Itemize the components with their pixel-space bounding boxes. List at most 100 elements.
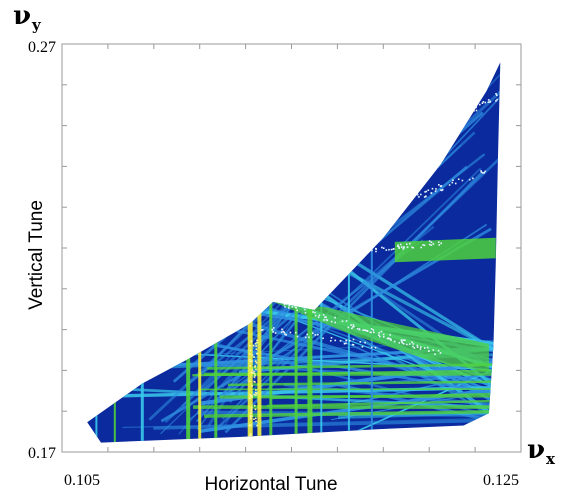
tune-point	[352, 220, 354, 222]
tune-point	[334, 321, 336, 324]
tune-point	[419, 348, 422, 350]
tune-point	[252, 372, 254, 374]
tune-point	[256, 341, 258, 344]
tune-point	[249, 397, 251, 400]
tune-point	[386, 204, 389, 207]
tune-point	[256, 339, 258, 341]
tune-point	[402, 248, 404, 250]
tune-point	[457, 178, 460, 180]
tune-point	[330, 340, 332, 342]
tune-point	[405, 243, 408, 245]
tune-point	[371, 249, 373, 252]
tune-point	[254, 404, 256, 407]
tune-point	[416, 137, 419, 140]
tune-point	[437, 241, 440, 243]
tune-point	[448, 122, 450, 124]
tune-point	[349, 339, 351, 342]
tune-point	[250, 418, 252, 420]
tune-point	[448, 184, 451, 186]
tune-point	[420, 193, 422, 196]
tune-point	[364, 341, 366, 344]
tune-point	[496, 94, 498, 97]
tune-point	[393, 201, 395, 204]
resonance-bar	[257, 62, 262, 443]
tune-point	[296, 335, 299, 338]
tune-point	[441, 188, 444, 191]
tune-point	[289, 331, 292, 334]
tune-point	[399, 144, 402, 147]
tune-point	[397, 245, 399, 247]
tune-point	[402, 339, 405, 341]
tune-point	[475, 106, 477, 109]
stability-region	[87, 62, 501, 443]
tune-point	[255, 392, 257, 394]
tune-point	[467, 109, 469, 111]
plot-frame	[61, 43, 522, 453]
tune-point	[434, 353, 436, 355]
tune-point	[382, 247, 385, 249]
tune-point	[469, 106, 471, 109]
tune-point	[487, 99, 490, 101]
tune-point	[428, 240, 431, 242]
tune-point	[439, 352, 442, 354]
tune-point	[401, 201, 403, 204]
tune-point	[250, 406, 253, 409]
tune-point	[371, 247, 373, 249]
tune-point	[487, 101, 490, 103]
resonance-bar	[247, 62, 253, 443]
tune-point	[434, 190, 437, 192]
tune-point	[468, 108, 470, 111]
tune-point	[370, 328, 373, 330]
tune-point	[417, 139, 420, 141]
tune-point	[256, 392, 258, 395]
x-axis-label: Horizontal Tune	[204, 474, 337, 495]
tune-point	[317, 316, 320, 318]
tune-point	[400, 339, 403, 342]
tune-point	[326, 319, 329, 322]
tune-point	[406, 246, 409, 248]
x-symbol-label: νx	[527, 435, 556, 468]
tune-point	[467, 113, 470, 115]
tune-point	[425, 190, 428, 193]
tune-point	[253, 370, 255, 373]
tune-point	[256, 424, 258, 427]
tune-point	[352, 326, 354, 328]
tune-point	[403, 143, 405, 146]
tune-point	[426, 131, 428, 133]
tune-point	[382, 333, 385, 336]
tune-point	[317, 333, 319, 336]
tune-point	[408, 140, 410, 142]
tune-point	[345, 320, 348, 322]
tune-point	[249, 360, 252, 363]
tune-point	[358, 216, 360, 218]
tune-point	[372, 329, 375, 331]
tune-point	[248, 424, 251, 427]
tune-point	[473, 110, 475, 112]
tune-point	[398, 247, 401, 249]
tune-point	[398, 246, 400, 248]
tune-point	[422, 134, 425, 136]
tune-point	[254, 374, 256, 377]
resonance-streak	[266, 399, 494, 408]
tune-point	[280, 331, 283, 334]
tune-point	[463, 114, 465, 117]
tune-point	[402, 343, 405, 345]
tune-point	[249, 364, 251, 367]
tune-point	[248, 380, 251, 382]
tune-point	[352, 338, 355, 341]
tune-point	[434, 130, 437, 132]
tune-point	[323, 319, 325, 321]
tune-point	[378, 332, 380, 334]
tune-point	[480, 171, 483, 173]
tune-point	[382, 336, 385, 338]
tune-point	[330, 320, 333, 323]
tune-point	[393, 203, 395, 205]
tune-point	[304, 312, 307, 314]
tune-point	[378, 334, 380, 336]
tune-point	[283, 303, 286, 306]
tune-point	[295, 331, 297, 334]
tune-point	[438, 184, 440, 186]
tune-point	[349, 225, 351, 228]
tune-point	[386, 337, 389, 340]
tune-point	[253, 372, 256, 375]
